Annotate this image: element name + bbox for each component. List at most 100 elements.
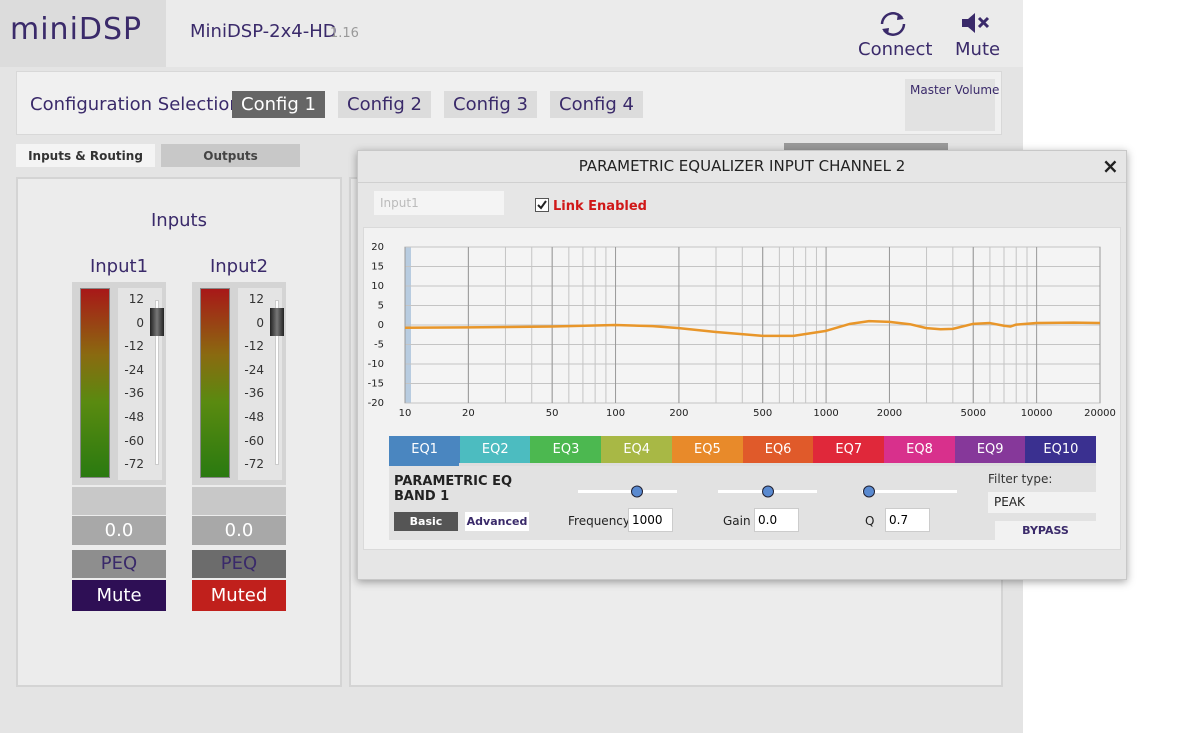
device-name: MiniDSP-2x4-HD bbox=[190, 21, 337, 42]
x-tick-label: 5000 bbox=[961, 408, 986, 419]
dialog-title: PARAMETRIC EQUALIZER INPUT CHANNEL 2 bbox=[578, 157, 906, 175]
inputs-panel bbox=[16, 177, 342, 687]
peq-button[interactable]: PEQ bbox=[192, 550, 286, 578]
config-button[interactable]: Config 1 bbox=[232, 91, 325, 118]
meter bbox=[200, 288, 230, 478]
x-tick-label: 20000 bbox=[1084, 408, 1116, 419]
y-tick-label: 5 bbox=[378, 301, 384, 312]
y-tick-label: 15 bbox=[371, 262, 384, 273]
eq-tab[interactable]: EQ7 bbox=[813, 436, 885, 463]
close-button[interactable]: × bbox=[1102, 154, 1119, 178]
meter-scale-label: -48 bbox=[244, 410, 264, 424]
meter-scale-label: -12 bbox=[244, 339, 264, 354]
level-value: 0.0 bbox=[72, 516, 166, 545]
connect-button[interactable]: Connect bbox=[858, 39, 933, 60]
eq-curve bbox=[404, 319, 1101, 338]
peq-button[interactable]: PEQ bbox=[72, 550, 166, 578]
advanced-button[interactable]: Advanced bbox=[465, 512, 529, 531]
config-button[interactable]: Config 2 bbox=[338, 91, 431, 118]
q-field[interactable]: 0.7 bbox=[885, 508, 930, 532]
fader-knob[interactable] bbox=[150, 308, 164, 336]
meter-scale-label: -36 bbox=[124, 386, 144, 401]
meter-scale-label: 0 bbox=[136, 315, 144, 330]
x-tick-label: 200 bbox=[669, 408, 688, 419]
mute-button[interactable]: Muted bbox=[192, 580, 286, 611]
x-tick-label: 20 bbox=[462, 408, 475, 419]
config-panel bbox=[16, 71, 1002, 135]
logo-block bbox=[0, 0, 166, 67]
meter-scale-label: -72 bbox=[244, 457, 264, 472]
eq-tab[interactable]: EQ2 bbox=[459, 436, 531, 463]
link-checkbox[interactable] bbox=[535, 198, 549, 212]
eq-tab[interactable]: EQ3 bbox=[530, 436, 602, 463]
meter-scale-label: -12 bbox=[124, 339, 144, 354]
y-tick-label: -15 bbox=[368, 379, 384, 390]
version: 1.16 bbox=[330, 26, 359, 41]
x-tick-label: 1000 bbox=[813, 408, 838, 419]
meter-scale-label: -24 bbox=[244, 362, 264, 377]
master-volume-label: Master Volume bbox=[910, 83, 1000, 97]
dialog-title-rule bbox=[358, 182, 1126, 183]
header bbox=[0, 0, 1023, 67]
x-tick-label: 50 bbox=[546, 408, 559, 419]
config-button[interactable]: Config 3 bbox=[444, 91, 537, 118]
inputs-title: Inputs bbox=[151, 210, 207, 231]
y-tick-label: -10 bbox=[368, 359, 384, 370]
level-box bbox=[192, 487, 286, 515]
meter bbox=[80, 288, 110, 478]
y-tick-label: 20 bbox=[371, 242, 384, 253]
y-tick-label: 0 bbox=[378, 320, 384, 331]
y-tick-label: 10 bbox=[371, 281, 384, 292]
fader-knob[interactable] bbox=[270, 308, 284, 336]
meter-scale-label: 12 bbox=[248, 292, 264, 306]
eq-tab[interactable]: EQ9 bbox=[954, 436, 1026, 463]
eq-tab[interactable]: EQ10 bbox=[1025, 436, 1097, 463]
eq-tab[interactable]: EQ8 bbox=[883, 436, 956, 463]
tab[interactable]: Outputs bbox=[161, 144, 300, 167]
x-tick-label: 10 bbox=[399, 408, 412, 419]
master-volume-box bbox=[905, 79, 995, 131]
config-label: Configuration Selection: bbox=[30, 94, 247, 115]
meter-scale-label: -36 bbox=[244, 386, 264, 401]
eq-tab-underline bbox=[459, 463, 1096, 466]
fader-track bbox=[155, 300, 159, 465]
x-tick-label: 100 bbox=[606, 408, 625, 419]
meter-scale-label: -60 bbox=[124, 433, 144, 448]
eq-tab[interactable]: EQ1 bbox=[389, 436, 461, 466]
connect-icon[interactable] bbox=[876, 10, 910, 38]
gain-label: Gain bbox=[723, 514, 751, 528]
mute-icon[interactable] bbox=[960, 12, 992, 34]
mute-button[interactable]: Mute bbox=[955, 39, 1001, 60]
tab[interactable]: Inputs & Routing bbox=[16, 144, 155, 167]
channel-name: Input2 bbox=[209, 256, 269, 277]
channel-name: Input1 bbox=[89, 256, 149, 277]
gain-field[interactable]: 0.0 bbox=[754, 508, 799, 532]
filter-type-field[interactable]: PEAK bbox=[988, 492, 1096, 513]
band-sliders[interactable] bbox=[570, 482, 970, 502]
config-button[interactable]: Config 4 bbox=[550, 91, 643, 118]
frequency-label: Frequency bbox=[568, 514, 630, 528]
filter-type-label: Filter type: bbox=[988, 472, 1053, 486]
mute-button[interactable]: Mute bbox=[72, 580, 166, 611]
eq-tab[interactable]: EQ5 bbox=[671, 436, 743, 463]
level-box bbox=[72, 487, 166, 515]
meter-scale-label: -60 bbox=[244, 433, 264, 448]
bypass-button[interactable]: BYPASS bbox=[995, 521, 1096, 540]
basic-button[interactable]: Basic bbox=[394, 512, 458, 531]
link-label: Link Enabled bbox=[553, 199, 647, 214]
input-name-field[interactable]: Input1 bbox=[374, 191, 504, 215]
y-tick-label: -5 bbox=[374, 340, 384, 351]
q-label: Q bbox=[865, 514, 875, 528]
logo: miniDSP bbox=[10, 12, 143, 47]
fader-track bbox=[275, 300, 279, 465]
eq-tab[interactable]: EQ6 bbox=[742, 436, 814, 463]
meter-scale-label: 12 bbox=[128, 292, 144, 306]
frequency-field[interactable]: 1000 bbox=[628, 508, 673, 532]
x-tick-label: 500 bbox=[753, 408, 772, 419]
x-tick-label: 10000 bbox=[1021, 408, 1053, 419]
eq-tab[interactable]: EQ4 bbox=[601, 436, 673, 463]
meter-scale-label: -24 bbox=[124, 362, 144, 377]
meter-scale-label: -48 bbox=[124, 410, 144, 424]
